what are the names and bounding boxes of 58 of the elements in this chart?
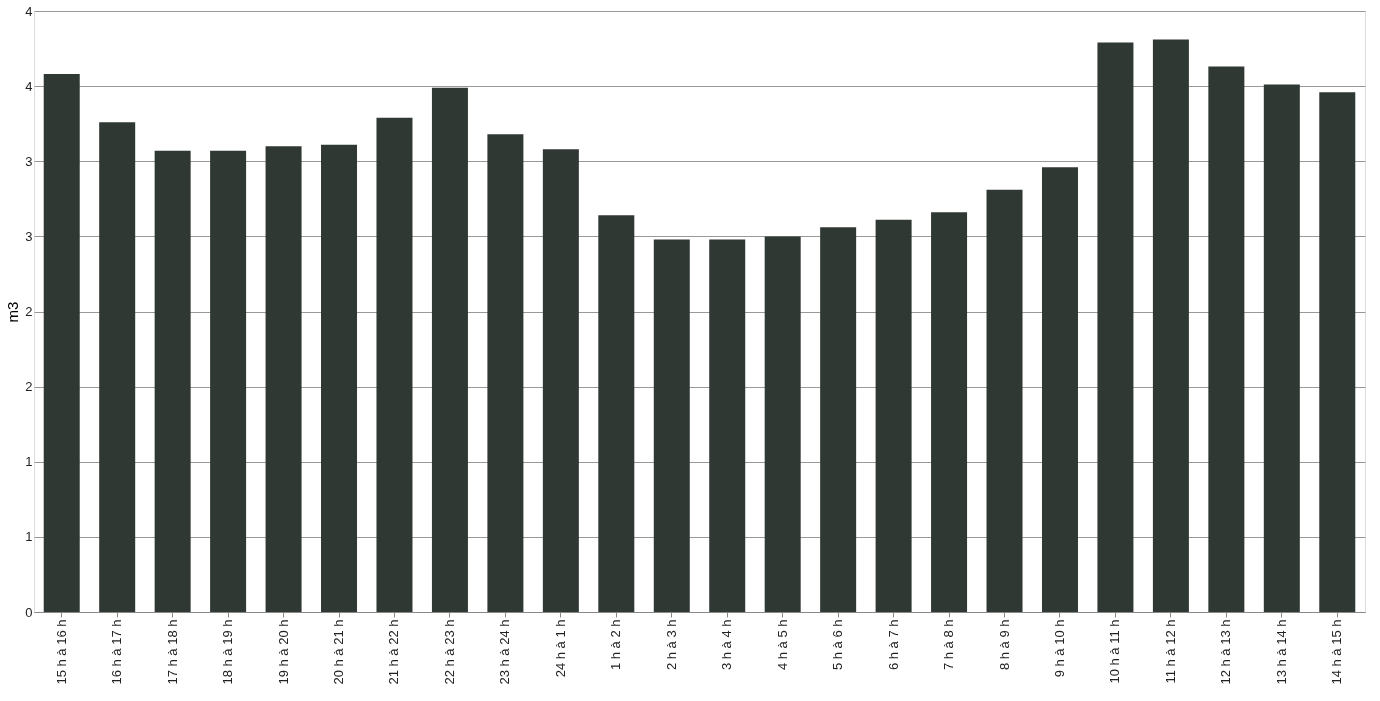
y-tick-label: 1 [25, 529, 33, 545]
x-tick-label: 12 h à 13 h [1218, 619, 1234, 685]
y-tick-label: 4 [25, 78, 33, 94]
x-tick-label: 8 h à 9 h [996, 619, 1012, 671]
bar [653, 239, 690, 612]
x-tick-label: 19 h à 20 h [275, 619, 291, 685]
x-tick-label: 11 h à 12 h [1162, 619, 1178, 684]
bar [431, 87, 468, 612]
y-tick-label: 4 [25, 3, 33, 19]
y-tick-label: 3 [25, 153, 33, 169]
bar [931, 212, 968, 612]
y-tick-label: 3 [25, 228, 33, 244]
x-tick-label: 5 h à 6 h [830, 619, 846, 671]
bar [1263, 84, 1300, 612]
bar [43, 74, 80, 612]
bar [210, 150, 247, 612]
bar [1152, 39, 1189, 612]
x-tick-label: 4 h à 5 h [774, 619, 790, 671]
y-tick-label: 0 [25, 604, 33, 620]
x-tick-label: 22 h à 23 h [441, 619, 457, 685]
x-tick-label: 2 h à 3 h [663, 619, 679, 671]
bar [542, 149, 579, 612]
bar [1319, 92, 1356, 612]
bar [265, 146, 302, 612]
bar [1208, 66, 1245, 612]
bar [875, 219, 912, 612]
x-tick-label: 17 h à 18 h [164, 619, 180, 685]
x-tick-label: 16 h à 17 h [109, 619, 125, 685]
bar [1097, 42, 1134, 612]
bar [709, 239, 746, 612]
bar [321, 144, 358, 612]
bar [820, 227, 857, 612]
x-tick-label: 1 h à 2 h [608, 619, 624, 671]
x-tick-label: 14 h à 15 h [1329, 619, 1345, 685]
x-tick-label: 10 h à 11 h [1107, 619, 1123, 684]
x-tick-label: 6 h à 7 h [885, 619, 901, 671]
x-tick-label: 18 h à 19 h [220, 619, 236, 685]
bar [986, 189, 1023, 612]
x-tick-label: 13 h à 14 h [1273, 619, 1289, 685]
x-tick-label: 21 h à 22 h [386, 619, 402, 685]
bar [154, 150, 191, 612]
bar [764, 236, 801, 612]
bar [99, 122, 136, 612]
y-axis-title: m3 [4, 301, 22, 323]
x-tick-label: 23 h à 24 h [497, 619, 513, 685]
bar [487, 134, 524, 612]
bar [598, 215, 635, 612]
x-tick-label: 15 h à 16 h [53, 619, 69, 685]
bar [1041, 167, 1078, 612]
x-tick-label: 24 h à 1 h [552, 619, 568, 678]
x-tick-label: 3 h à 4 h [719, 619, 735, 671]
x-tick-label: 7 h à 8 h [941, 619, 957, 671]
y-tick-label: 2 [25, 379, 33, 395]
y-tick-label: 1 [25, 454, 33, 470]
x-tick-label: 20 h à 21 h [331, 619, 347, 685]
y-tick-label: 2 [25, 304, 33, 319]
bar [376, 117, 413, 612]
x-tick-label: 9 h à 10 h [1051, 619, 1067, 678]
